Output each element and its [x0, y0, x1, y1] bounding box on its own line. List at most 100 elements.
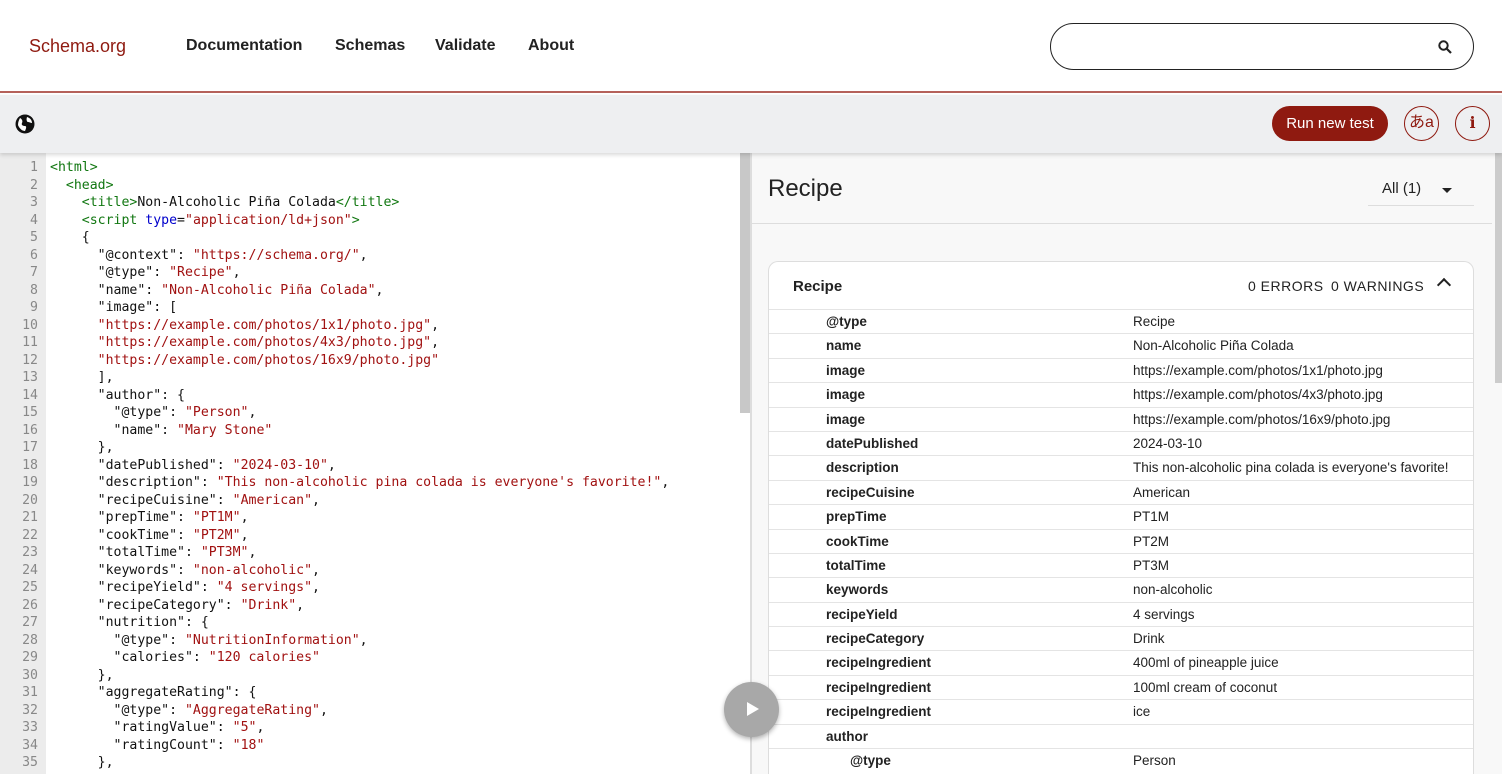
editor-scrollbar[interactable] — [740, 153, 750, 413]
code-token-pl: , — [359, 632, 368, 648]
code-token-pl: "nutrition": { — [50, 615, 209, 630]
property-name: description — [826, 460, 899, 476]
line-text: "totalTime": "PT3M", — [50, 544, 257, 562]
search-icon[interactable] — [1437, 39, 1453, 55]
code-token-pl: , — [327, 457, 336, 473]
line-number: 27 — [22, 615, 38, 630]
recipe-result-card: Recipe 0 ERRORS 0 WARNINGS @type Recipe na… — [768, 261, 1474, 774]
code-token-pl: , — [359, 247, 368, 263]
property-row: author — [769, 723, 1473, 748]
line-number: 22 — [22, 527, 38, 543]
property-value: This non-alcoholic pina colada is everyo… — [1133, 460, 1449, 476]
line-text: "datePublished": "2024-03-10", — [50, 457, 336, 475]
line-number: 13 — [22, 370, 38, 385]
code-token-str: "PT3M" — [200, 545, 249, 560]
property-name: image — [826, 362, 866, 378]
code-token-str: "https://example.com/photos/4x3/photo.jp… — [50, 335, 432, 350]
results-panel: Recipe All (1) Recipe 0 ERRORS 0 WARNING… — [752, 153, 1502, 774]
nav-validate[interactable]: Validate — [435, 37, 496, 54]
line-number: 9 — [30, 300, 38, 315]
code-token-pl: "name": — [50, 282, 162, 298]
property-row: recipeIngredient ice — [769, 699, 1473, 723]
code-token-pl: "description": — [50, 475, 217, 490]
line-number: 5 — [30, 230, 38, 245]
line-text: <head> — [50, 177, 114, 195]
code-token-pl: , — [296, 597, 305, 613]
run-test-play-button[interactable] — [724, 682, 779, 737]
language-button[interactable]: あa — [1404, 106, 1439, 141]
run-new-test-button[interactable]: Run new test — [1272, 106, 1388, 141]
property-value: PT2M — [1133, 533, 1170, 549]
code-token-pl: "@type": — [50, 265, 170, 280]
code-editor[interactable]: 1 <html> 2 <head> 3 <title>Non-Alcoholic Pi… — [0, 153, 751, 774]
property-row: totalTime PT3M — [769, 552, 1473, 577]
code-token-pl: "@context": — [50, 247, 193, 263]
line-number-gutter — [0, 153, 46, 774]
code-token-pl: "recipeCuisine": — [50, 492, 233, 508]
line-text: "calories": "120 calories" — [50, 649, 320, 667]
code-token-tag: <title> — [50, 195, 138, 210]
code-token-str: "Mary Stone" — [177, 422, 273, 438]
property-name: recipeCuisine — [826, 484, 915, 500]
line-number: 15 — [22, 405, 38, 420]
property-name: name — [826, 338, 862, 354]
toolbar: Run new test あa i — [0, 95, 1502, 153]
property-table: @type Recipe name Non-Alcoholic Piña Colada… — [769, 309, 1473, 772]
code-token-pl: , — [661, 475, 670, 490]
line-number: 14 — [22, 387, 38, 403]
nav-documentation[interactable]: Documentation — [186, 37, 303, 54]
code-token-pl: , — [232, 265, 241, 280]
info-button[interactable]: i — [1455, 106, 1490, 141]
code-token-pl: Non-Alcoholic Piña Colada — [137, 195, 336, 210]
nav-about[interactable]: About — [528, 37, 575, 54]
property-value: ice — [1133, 704, 1151, 720]
line-number: 21 — [22, 510, 38, 525]
code-token-tag: <html> — [50, 160, 98, 175]
filter-dropdown[interactable]: All (1) — [1368, 177, 1474, 206]
code-token-pl: "ratingValue": — [50, 720, 233, 735]
line-number: 24 — [22, 562, 38, 578]
code-token-str: "Non-Alcoholic Piña Colada" — [161, 282, 376, 298]
code-token-pl: , — [256, 720, 265, 735]
search-input[interactable] — [1071, 36, 1431, 58]
line-text: "recipeCuisine": "American", — [50, 492, 320, 510]
nav-schemas[interactable]: Schemas — [335, 37, 406, 54]
line-text: "recipeYield": "4 servings", — [50, 579, 320, 597]
code-token-str: "5" — [232, 720, 257, 735]
code-token-pl: "totalTime": — [50, 545, 201, 560]
code-token-pl: , — [240, 527, 249, 543]
code-token-pl: "@type": — [50, 632, 185, 648]
pane-divider[interactable] — [750, 153, 752, 774]
top-header: Schema.org Documentation Schemas Validat… — [0, 0, 1502, 93]
line-number: 3 — [30, 195, 38, 210]
line-text: "image": [ — [50, 299, 177, 317]
code-token-pl: }, — [50, 755, 114, 770]
property-value: https://example.com/photos/16x9/photo.jp… — [1133, 411, 1391, 427]
property-name: recipeIngredient — [826, 704, 932, 720]
line-text: { — [50, 229, 90, 247]
line-text: "name": "Mary Stone" — [50, 422, 273, 440]
property-row: recipeYield 4 servings — [769, 601, 1473, 626]
property-value: American — [1133, 484, 1191, 500]
results-scrollbar[interactable] — [1495, 153, 1502, 383]
line-number: 31 — [22, 685, 38, 700]
line-number: 16 — [22, 422, 38, 438]
line-text: <html> — [50, 159, 98, 177]
errors-count: 0 ERRORS — [1248, 278, 1324, 294]
property-row: recipeIngredient 400ml of pineapple juice — [769, 650, 1473, 674]
chevron-up-icon[interactable] — [1436, 277, 1452, 293]
logo[interactable]: Schema.org — [29, 36, 127, 56]
property-row: keywords non-alcoholic — [769, 577, 1473, 601]
code-token-pl: , — [312, 562, 320, 578]
code-token-str: "2024-03-10" — [232, 457, 328, 473]
property-row: image https://example.com/photos/16x9/pho… — [769, 406, 1473, 431]
code-token-str: "application/ld+json" — [185, 212, 352, 228]
property-row: image https://example.com/photos/1x1/phot… — [769, 357, 1473, 382]
line-text: <title>Non-Alcoholic Piña Colada</title> — [50, 194, 400, 212]
code-token-str: "https://example.com/photos/16x9/photo.j… — [50, 352, 440, 368]
globe-icon[interactable] — [14, 113, 36, 135]
code-token-str: "4 servings" — [216, 580, 313, 595]
line-text: "author": { — [50, 387, 185, 405]
property-row: datePublished 2024-03-10 — [769, 430, 1473, 455]
code-token-pl: "recipeYield": — [50, 580, 217, 595]
